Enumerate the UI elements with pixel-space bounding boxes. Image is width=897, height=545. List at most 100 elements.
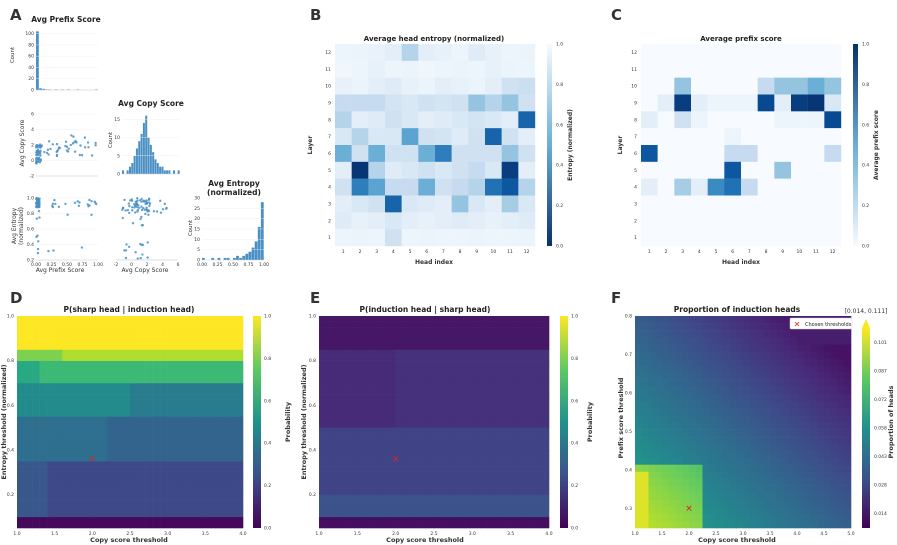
d-cell [99,511,108,518]
e-cell [380,399,389,406]
d-cell [137,466,146,473]
d-cell [62,316,71,322]
e-cell [388,494,396,501]
d-cell [32,343,40,350]
a-copy-hist-bar [140,133,143,174]
f-cell [803,429,811,437]
f-cell [810,358,818,366]
e-cell [342,522,350,529]
f-cell [689,414,697,423]
d-cell [220,477,229,484]
e-cell [334,416,343,423]
f-cell [837,386,845,395]
d-cell [212,516,221,523]
c-cell [774,229,792,247]
e-cell [441,405,450,412]
c-cell [741,195,758,213]
e-cell [480,500,488,506]
c-cell [791,60,808,78]
d-cell [212,494,221,501]
d-cell [39,382,48,389]
a-entropy-hist-bar [236,255,239,260]
f-cell [641,506,649,515]
e-cell [319,488,327,495]
d-cell [190,438,199,445]
e-cell [326,494,335,501]
d-cell [145,483,153,490]
e-cell [334,427,343,434]
d-cell [77,461,86,467]
f-cell [756,316,764,324]
f-cell [682,429,690,437]
f-cell [830,330,838,338]
f-cell [756,457,764,465]
d-cell [32,516,40,523]
f-cell [716,422,724,430]
d-cell [137,477,146,484]
e-cell [510,433,519,440]
d-cell [182,377,191,384]
f-cell [770,393,778,402]
d-colorbar-label: Probability [284,401,292,442]
e-cell [334,444,343,451]
e-xlabel: Copy score threshold [386,536,464,544]
f-cell [844,450,852,458]
d-cell [175,427,184,434]
d-cell [220,321,229,328]
e-cell [541,522,550,529]
e-cell [464,522,473,529]
d-cell [84,500,93,506]
e-cell [503,399,511,406]
e-cell [334,438,343,445]
e-cell [495,410,504,417]
e-cell [357,355,366,361]
a-copy-hist-bar [128,166,131,174]
e-cell [434,505,442,512]
e-cell [418,455,427,462]
d-cell [32,355,40,361]
b-cell [335,128,352,146]
d-cell [92,433,101,440]
d-cell [62,461,71,467]
e-cell [472,494,481,501]
c-cell [707,111,725,129]
e-cell [487,343,496,350]
a-entropy-hist-ytick-label: 5 [197,247,200,253]
e-cell [464,388,473,395]
e-cell [518,461,527,467]
d-cell [84,377,93,384]
d-cell [39,405,48,412]
f-cell [641,407,649,416]
e-cell [518,427,527,434]
e-cell [472,327,481,334]
e-cell [357,316,366,322]
d-cell [24,505,33,512]
d-cell [235,343,244,350]
f-cell [749,471,757,479]
f-cell [675,414,683,423]
d-cell [114,399,123,406]
e-cell [426,316,435,322]
e-cell [326,483,335,490]
e-cell [395,327,404,334]
d-cell [205,455,214,462]
e-cell [518,410,527,417]
a-scatter1-point [49,147,52,151]
d-cell [24,316,33,322]
f-cell [770,450,778,458]
f-cell [830,344,838,352]
d-cell [145,449,153,456]
e-cell [380,433,389,440]
c-cell [641,229,658,247]
e-cell [411,377,419,384]
d-cell [175,321,184,328]
b-cell [485,44,502,62]
e-cell [510,516,519,523]
d-cell [130,472,138,479]
f-cell [770,429,778,437]
e-cell [480,461,488,467]
d-cell [152,349,161,356]
f-cell [817,471,825,479]
f-cell [790,393,798,402]
d-cell [220,494,229,501]
